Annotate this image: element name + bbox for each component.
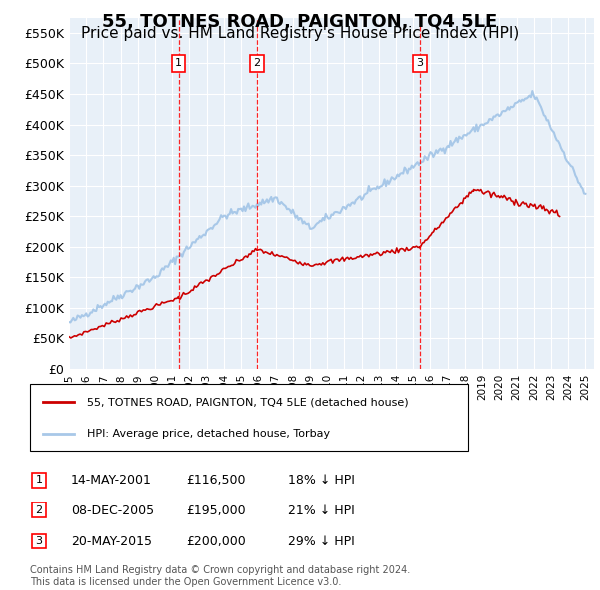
Text: £116,500: £116,500	[186, 474, 245, 487]
Text: HPI: Average price, detached house, Torbay: HPI: Average price, detached house, Torb…	[87, 430, 330, 440]
Text: 1: 1	[35, 476, 43, 485]
FancyBboxPatch shape	[32, 533, 46, 549]
Text: 55, TOTNES ROAD, PAIGNTON, TQ4 5LE (detached house): 55, TOTNES ROAD, PAIGNTON, TQ4 5LE (deta…	[87, 398, 409, 408]
Text: 18% ↓ HPI: 18% ↓ HPI	[288, 474, 355, 487]
Text: Contains HM Land Registry data © Crown copyright and database right 2024.
This d: Contains HM Land Registry data © Crown c…	[30, 565, 410, 587]
Text: 08-DEC-2005: 08-DEC-2005	[71, 504, 154, 517]
Text: £200,000: £200,000	[186, 535, 246, 548]
Text: £195,000: £195,000	[186, 504, 245, 517]
Text: 2: 2	[35, 505, 43, 514]
Text: Price paid vs. HM Land Registry's House Price Index (HPI): Price paid vs. HM Land Registry's House …	[81, 26, 519, 41]
FancyBboxPatch shape	[32, 502, 46, 517]
Text: 2: 2	[254, 58, 261, 68]
Text: 29% ↓ HPI: 29% ↓ HPI	[288, 535, 355, 548]
Text: 14-MAY-2001: 14-MAY-2001	[71, 474, 152, 487]
FancyBboxPatch shape	[32, 473, 46, 488]
Text: 20-MAY-2015: 20-MAY-2015	[71, 535, 152, 548]
Text: 21% ↓ HPI: 21% ↓ HPI	[288, 504, 355, 517]
Text: 3: 3	[35, 536, 43, 546]
Text: 55, TOTNES ROAD, PAIGNTON, TQ4 5LE: 55, TOTNES ROAD, PAIGNTON, TQ4 5LE	[103, 13, 497, 31]
FancyBboxPatch shape	[30, 384, 468, 451]
Text: 1: 1	[175, 58, 182, 68]
Text: 3: 3	[416, 58, 424, 68]
